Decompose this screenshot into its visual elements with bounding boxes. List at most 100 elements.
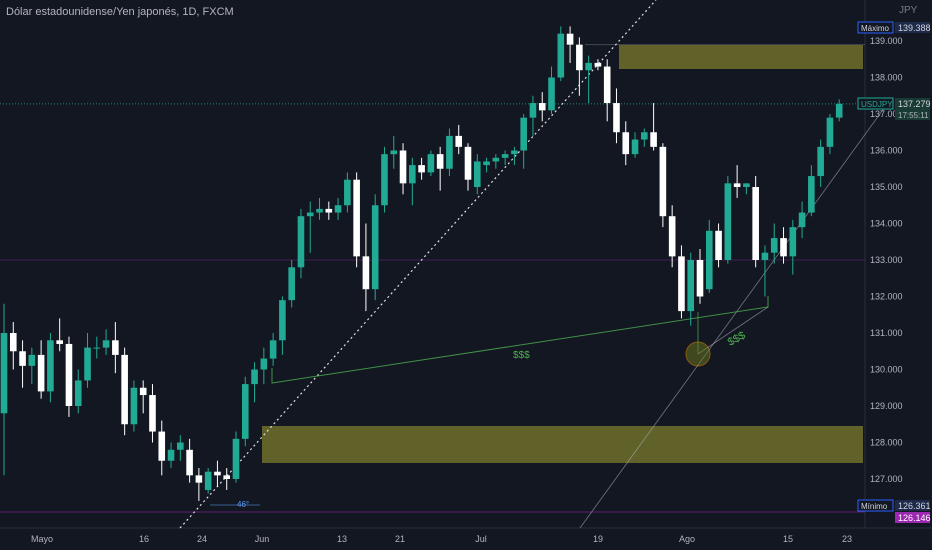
candle-body <box>687 260 695 312</box>
annotation-angle: 46° <box>237 500 249 509</box>
candle-body <box>381 154 388 206</box>
x-tick-label: 16 <box>139 534 149 544</box>
candle-body <box>511 150 518 155</box>
candle-body <box>297 216 305 268</box>
candle-body <box>501 154 509 158</box>
candle-body <box>47 340 54 392</box>
y-tick-label: 134.000 <box>870 219 903 229</box>
candle-body <box>733 183 741 187</box>
x-tick-label: 23 <box>842 534 852 544</box>
candle-body <box>668 216 676 257</box>
candle-body <box>436 154 444 169</box>
max-value-box <box>895 22 930 33</box>
candle-body <box>390 150 398 155</box>
candle-body <box>492 157 500 162</box>
y-tick-label: 128.000 <box>870 438 903 448</box>
candle-body <box>464 146 472 180</box>
candle-body <box>808 176 815 213</box>
candle-body <box>826 117 834 147</box>
candle-body <box>112 340 119 355</box>
candle-body <box>789 227 797 257</box>
candle-body <box>344 179 351 206</box>
candle-body <box>9 333 17 352</box>
candle-body <box>641 132 648 140</box>
candle-body <box>56 340 63 344</box>
min-value: 126.361 <box>898 501 931 511</box>
symbol-label: USDJPY <box>861 100 893 109</box>
chart-title: Dólar estadounidense/Yen japonés, 1D, FX… <box>6 6 234 18</box>
candle-body <box>585 62 592 71</box>
y-tick-label: 133.000 <box>870 255 903 265</box>
candle-body <box>102 340 110 348</box>
y-tick-label: 139.000 <box>870 36 903 46</box>
x-tick-label: Mayo <box>31 534 53 544</box>
trendline-thin <box>579 99 891 529</box>
candle-body <box>28 354 36 366</box>
candle-body <box>622 132 630 155</box>
x-tick-label: 19 <box>593 534 603 544</box>
level-value-box <box>895 512 930 523</box>
symbol-label-box <box>857 97 894 110</box>
candle-body <box>752 187 759 260</box>
candle-body <box>251 369 258 385</box>
candle-body <box>548 77 555 111</box>
demand-zone <box>262 426 863 463</box>
candle-body <box>520 117 527 151</box>
candle-body <box>177 442 184 450</box>
max-value: 139.388 <box>898 23 931 33</box>
trendline-dotted <box>179 0 657 529</box>
candle-body <box>538 103 546 111</box>
candle-body <box>121 354 128 425</box>
candle-body <box>631 139 639 155</box>
currency-label: JPY <box>899 5 918 16</box>
candle-body <box>817 146 824 177</box>
y-tick-label: 130.000 <box>870 365 903 375</box>
candle-body <box>232 438 240 479</box>
candle-body <box>473 161 481 187</box>
candle-body <box>650 132 657 147</box>
countdown-value: 17:55:11 <box>898 111 929 120</box>
x-tick-label: Jul <box>475 534 487 544</box>
candle-body <box>306 212 314 217</box>
candle-body <box>557 33 565 78</box>
x-tick-label: 13 <box>337 534 347 544</box>
candle-body <box>167 449 175 461</box>
candle-body <box>761 252 769 260</box>
level-value: 126.146 <box>898 513 931 523</box>
y-tick-label: 127.000 <box>870 474 903 484</box>
max-label: Máximo <box>861 24 890 33</box>
candle-body <box>37 354 45 392</box>
candle-body <box>743 183 750 187</box>
x-tick-label: 24 <box>197 534 207 544</box>
candle-body <box>186 449 193 476</box>
annotation-liquidity-2: $$$ <box>726 329 748 348</box>
candle-body <box>576 44 583 71</box>
candle-body <box>195 475 203 483</box>
candle-body <box>446 135 453 169</box>
candle-body <box>455 135 463 147</box>
candle-body <box>659 146 667 217</box>
candle-body <box>65 343 73 406</box>
candle-body <box>241 384 249 439</box>
x-tick-label: 15 <box>783 534 793 544</box>
candle-body <box>214 471 221 476</box>
candle-body <box>371 205 379 290</box>
candle-body <box>288 267 295 301</box>
candle-body <box>19 351 26 366</box>
y-tick-label: 131.000 <box>870 328 903 338</box>
candle-body <box>93 347 101 349</box>
candle-body <box>613 103 620 133</box>
candle-body <box>780 238 787 257</box>
candle-body <box>130 387 138 425</box>
candle-body <box>715 230 722 260</box>
liquidity-diag <box>697 306 769 355</box>
candle-body <box>427 154 435 173</box>
candle-body <box>149 395 156 432</box>
candle-body <box>594 62 602 67</box>
candle-body <box>158 431 166 461</box>
candle-body <box>316 208 323 213</box>
x-tick-label: 21 <box>395 534 405 544</box>
candle-body <box>0 333 8 414</box>
candle-body <box>334 205 342 213</box>
